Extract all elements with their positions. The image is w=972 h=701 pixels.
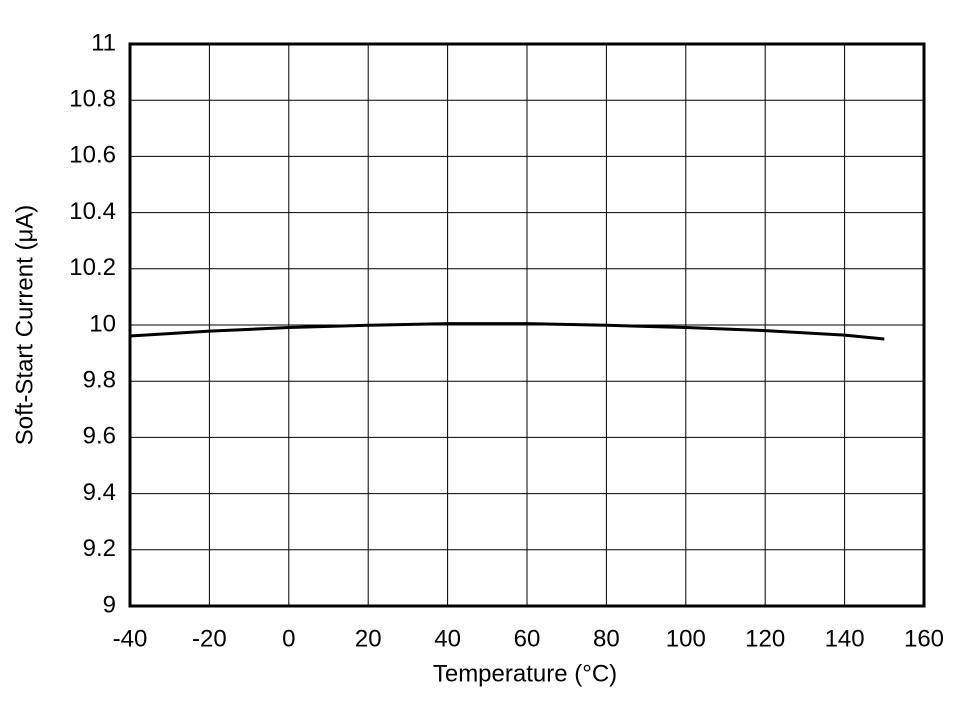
x-tick-label: 160	[904, 625, 944, 652]
x-tick-label: 20	[355, 625, 382, 652]
y-tick-label: 10.6	[69, 142, 116, 169]
x-tick-label: 0	[282, 625, 295, 652]
y-tick-label: 10.8	[69, 86, 116, 113]
y-tick-label: 10.4	[69, 198, 116, 225]
y-axis-label: Soft-Start Current (μA)	[11, 205, 38, 446]
x-tick-label: -40	[113, 625, 148, 652]
x-tick-label: 60	[514, 625, 541, 652]
x-tick-label: 140	[825, 625, 865, 652]
x-tick-label: 80	[593, 625, 620, 652]
x-axis-label: Temperature (°C)	[433, 660, 617, 687]
x-tick-label: 40	[434, 625, 461, 652]
y-tick-label: 9.8	[83, 367, 116, 394]
y-tick-label: 9.6	[83, 423, 116, 450]
y-tick-label: 9.4	[83, 479, 116, 506]
plot-frame	[128, 42, 926, 608]
data-line	[129, 322, 885, 341]
y-tick-label: 9	[103, 591, 116, 618]
y-tick-label: 11	[91, 29, 116, 56]
x-tick-label: 120	[745, 625, 785, 652]
y-tick-label: 9.2	[83, 535, 116, 562]
x-tick-label: -20	[192, 625, 227, 652]
x-tick-label: 100	[666, 625, 706, 652]
y-tick-label: 10.2	[69, 254, 116, 281]
y-tick-label: 10	[89, 310, 116, 337]
